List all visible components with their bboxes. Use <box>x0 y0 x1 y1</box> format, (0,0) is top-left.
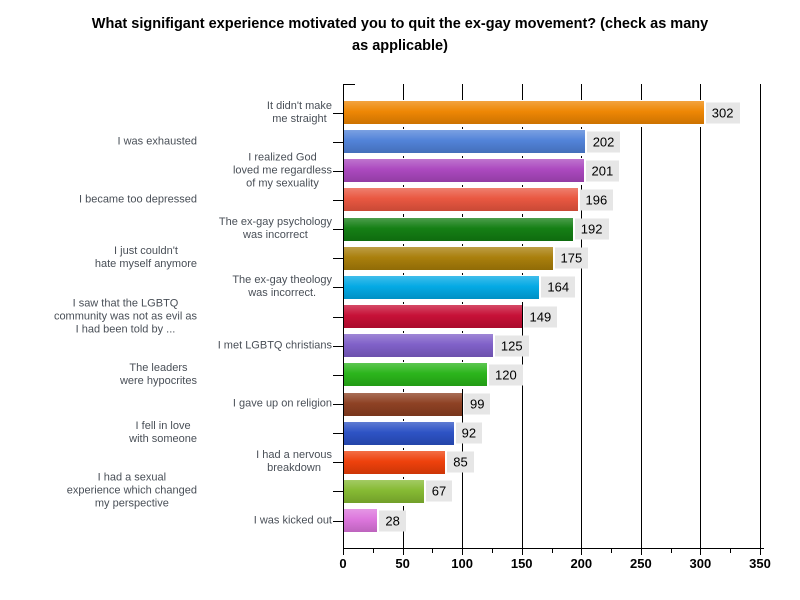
gridline <box>521 84 523 548</box>
category-label: I was exhausted <box>117 135 198 148</box>
category-label: The leaders were hypocrites <box>119 361 197 387</box>
y-axis-tick <box>333 171 343 172</box>
y-axis-tick <box>333 200 343 201</box>
x-axis-tick <box>462 549 464 555</box>
x-axis-tick-label: 0 <box>339 556 347 571</box>
category-label: I fell in love with someone <box>129 420 197 446</box>
value-label: 149 <box>523 306 558 327</box>
bar <box>344 130 585 154</box>
y-axis-tick <box>333 113 343 114</box>
bar <box>344 392 462 416</box>
x-axis-minor-tick <box>730 549 732 553</box>
bar <box>344 101 704 124</box>
y-axis-tick <box>333 142 343 143</box>
x-axis-minor-tick <box>670 549 672 553</box>
value-label: 302 <box>705 102 740 123</box>
bar <box>344 421 454 445</box>
y-axis-tick <box>333 462 343 463</box>
value-label: 92 <box>455 422 483 444</box>
bar <box>344 334 493 358</box>
value-label: 85 <box>447 451 474 473</box>
value-label: 67 <box>425 480 453 502</box>
x-axis-tick <box>640 549 642 555</box>
y-axis-tick <box>333 375 343 376</box>
value-label: 192 <box>574 218 609 240</box>
x-axis-tick <box>760 549 761 555</box>
category-label: I had a nervous breakdown <box>256 449 332 475</box>
y-axis-top-tick <box>343 84 355 85</box>
x-axis-tick-label: 350 <box>749 556 771 571</box>
category-label: I realized God loved me regardless of my… <box>232 151 332 190</box>
value-label: 120 <box>489 364 523 386</box>
category-label: I met LGBTQ christians <box>217 339 332 352</box>
y-axis-tick <box>333 433 343 434</box>
category-label: I gave up on religion <box>232 397 332 410</box>
category-label: I saw that the LGBTQ community was not a… <box>53 297 197 335</box>
y-axis-tick <box>333 491 343 492</box>
bar <box>344 479 424 503</box>
x-axis-line <box>343 548 764 549</box>
category-label: The ex-gay theology was incorrect. <box>232 274 332 300</box>
gridline <box>760 84 761 548</box>
value-label: 202 <box>586 131 621 153</box>
category-label: It didn't make me straight <box>266 99 332 125</box>
x-axis-tick-label: 300 <box>689 556 712 571</box>
x-axis-minor-tick <box>491 549 493 553</box>
x-axis-tick-label: 200 <box>570 556 593 571</box>
category-label: The ex-gay psychology was incorrect <box>218 216 332 242</box>
bar <box>344 246 553 270</box>
y-axis-tick <box>333 258 343 259</box>
value-label: 201 <box>585 160 620 182</box>
category-label: I had a sexual experience which changed … <box>66 471 197 510</box>
bar <box>344 217 573 241</box>
x-axis-minor-tick <box>551 549 553 553</box>
x-axis-minor-tick <box>432 549 434 553</box>
category-label: I became too depressed <box>78 193 197 206</box>
value-label: 175 <box>554 247 589 269</box>
x-axis-minor-tick <box>611 549 613 553</box>
bar <box>344 305 522 328</box>
y-axis-tick <box>333 287 343 288</box>
gridline <box>640 84 642 548</box>
value-label: 28 <box>379 510 406 532</box>
category-label: I was kicked out <box>253 514 332 527</box>
x-axis-tick-label: 100 <box>451 556 473 571</box>
x-axis-tick <box>343 549 344 555</box>
bar <box>344 363 487 387</box>
bar <box>344 275 540 299</box>
bar <box>344 450 446 474</box>
gridline <box>700 84 702 548</box>
x-axis-tick <box>700 549 702 555</box>
y-axis-tick <box>333 317 343 318</box>
y-axis-tick <box>333 521 343 522</box>
value-label: 196 <box>579 189 614 211</box>
value-label: 164 <box>541 276 576 298</box>
x-axis-tick <box>521 549 523 555</box>
x-axis-tick-label: 250 <box>630 556 652 571</box>
x-axis-tick <box>581 549 583 555</box>
gridline <box>581 84 583 548</box>
category-label: I just couldn't hate myself anymore <box>94 245 197 271</box>
value-label: 99 <box>464 393 491 415</box>
x-axis-tick-label: 50 <box>395 556 410 571</box>
y-axis-tick <box>333 404 343 405</box>
bar <box>344 188 578 212</box>
bar <box>344 159 584 183</box>
y-axis-tick <box>333 346 343 347</box>
x-axis-minor-tick <box>372 549 374 553</box>
y-axis-line <box>343 84 344 549</box>
chart-title: What signifigant experience motivated yo… <box>91 16 709 54</box>
x-axis-tick <box>402 549 404 555</box>
value-label: 125 <box>494 335 529 357</box>
y-axis-tick <box>333 229 343 230</box>
bar <box>344 509 378 533</box>
x-axis-tick-label: 150 <box>510 556 533 571</box>
